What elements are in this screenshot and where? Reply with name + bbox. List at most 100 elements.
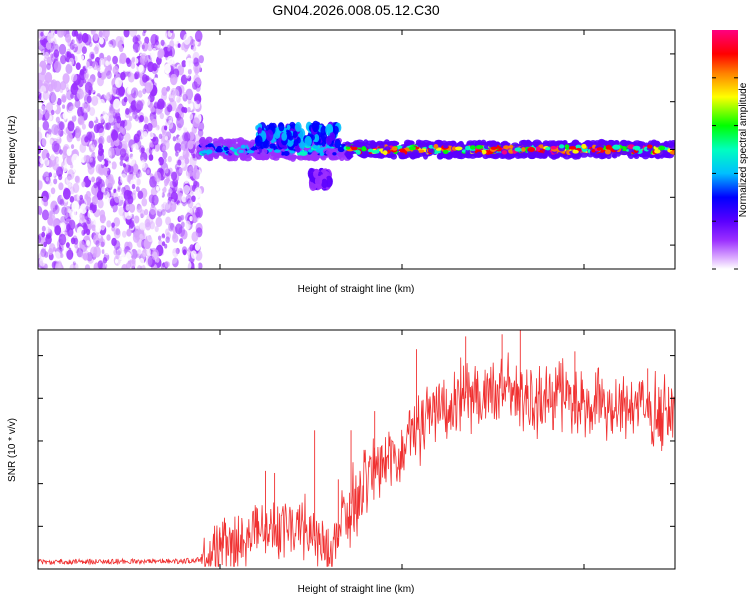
spectrogram-cell	[62, 73, 70, 84]
spectrogram-cell	[391, 146, 398, 151]
spectrogram-cell	[50, 53, 54, 59]
spectrogram-cell	[605, 144, 612, 151]
spectrogram-cell	[91, 203, 96, 211]
spectrogram-cell	[527, 146, 536, 152]
spectrogram-cell	[417, 149, 425, 153]
spectrogram-cell	[101, 159, 105, 165]
spectrogram-cell	[205, 136, 213, 144]
spectrogram-cell	[54, 225, 62, 236]
spectrogram-cell	[180, 143, 185, 151]
spectrogram-cell	[283, 150, 290, 156]
spectrogram-cell	[136, 100, 144, 112]
spectrogram-cell	[191, 231, 199, 242]
spectrogram-cell	[321, 178, 328, 189]
spectrogram-cell	[77, 115, 85, 126]
spectrogram-cell	[491, 153, 501, 160]
spectrogram-cell	[550, 140, 557, 146]
spectrogram-cell	[182, 93, 188, 102]
colorbar-ticks	[712, 77, 738, 270]
spectrogram-cell	[85, 103, 91, 111]
spectrogram-cell	[144, 123, 148, 130]
spectrogram-cell	[194, 187, 202, 199]
spectrogram-cell	[111, 161, 117, 170]
spectrogram-cell	[99, 37, 104, 45]
spectrogram-cell	[182, 132, 189, 142]
spectrogram-cell	[144, 218, 151, 228]
spectrogram-cell	[43, 157, 50, 167]
spectrogram-cell	[361, 147, 367, 151]
spectrogram-cell	[134, 71, 140, 80]
spectrogram-cell	[85, 121, 89, 127]
spectrogram-cell	[114, 30, 119, 37]
spectrogram-cell	[50, 109, 55, 116]
spectrogram-cell	[70, 83, 79, 95]
spectrogram-cell	[104, 246, 111, 256]
spectrogram-cell	[81, 181, 86, 188]
spectrogram-cell	[135, 118, 139, 124]
spectrogram-cell	[182, 92, 187, 99]
spectrogram-cell	[44, 71, 53, 84]
spectrogram-cell	[38, 235, 42, 244]
spectrogram-cell	[257, 127, 262, 134]
spectrogram-cell	[170, 87, 177, 98]
spectrogram-cell	[119, 160, 124, 167]
spectrogram-cell	[416, 152, 426, 157]
spectrogram-cell	[176, 184, 181, 191]
spectrogram-cell	[295, 155, 302, 160]
spectrogram-cell	[542, 141, 550, 148]
spectrogram-cell	[117, 187, 121, 193]
spectrogram-cell	[112, 65, 119, 75]
spectrogram-cell	[127, 46, 134, 55]
spectrogram-cell	[149, 116, 154, 123]
spectrogram-cell	[612, 144, 621, 150]
spectrogram-cell	[274, 149, 281, 153]
spectrogram-cell	[133, 133, 140, 143]
spectrogram-cell	[66, 249, 74, 260]
spectrogram-cell	[189, 155, 197, 167]
spectrogram-cell	[48, 91, 57, 104]
spectrogram-cell	[45, 225, 51, 234]
spectrogram-cell	[74, 30, 79, 37]
spectrogram-cell	[146, 232, 154, 243]
spectrogram-cell	[144, 82, 153, 94]
spectrogram-cell	[102, 133, 108, 141]
spectrogram-cell	[647, 144, 653, 149]
spectrogram-cell	[313, 134, 320, 143]
spectrogram-cell	[162, 130, 166, 136]
spectrogram-cell	[108, 110, 114, 119]
spectrogram-cell	[304, 135, 312, 147]
spectrogram-cell	[66, 89, 74, 101]
spectrogram-cell	[104, 150, 112, 162]
spectrogram-cell	[53, 178, 58, 185]
spectrogram-cell	[38, 123, 43, 133]
spectrogram-cell	[654, 140, 661, 148]
spectrogram-cell	[180, 124, 188, 135]
spectrogram-cell	[54, 205, 58, 210]
spectrogram-cell	[72, 183, 80, 194]
spectrogram-cell	[480, 139, 487, 146]
spectrogram-cell	[68, 219, 76, 231]
spectrogram-cell	[131, 144, 137, 152]
spectrogram-cell	[95, 224, 102, 233]
spectrogram-cell	[104, 108, 108, 114]
spectrogram-cell	[94, 43, 100, 51]
spectrogram-cell	[143, 115, 148, 123]
spectrogram-cell	[79, 203, 88, 215]
spectrogram-cell	[46, 152, 50, 159]
spectrogram-cell	[130, 62, 136, 69]
spectrogram-cell	[134, 168, 139, 175]
spectrogram-cell	[177, 43, 181, 48]
spectrogram-cell	[65, 87, 70, 93]
spectrogram-cell	[143, 116, 149, 124]
spectrogram-cell	[109, 147, 115, 156]
spectrogram-cell	[176, 113, 181, 121]
spectrogram-cell	[83, 221, 87, 228]
spectrogram-cell	[71, 72, 78, 82]
spectrogram-cell	[164, 228, 170, 236]
spectrogram-cell	[192, 117, 200, 128]
spectrogram-cell	[177, 159, 182, 166]
spectrogram-cell	[38, 91, 42, 101]
spectrogram-cell	[141, 44, 145, 50]
snr-plot-background	[38, 330, 675, 569]
spectrogram-cell	[58, 121, 65, 131]
